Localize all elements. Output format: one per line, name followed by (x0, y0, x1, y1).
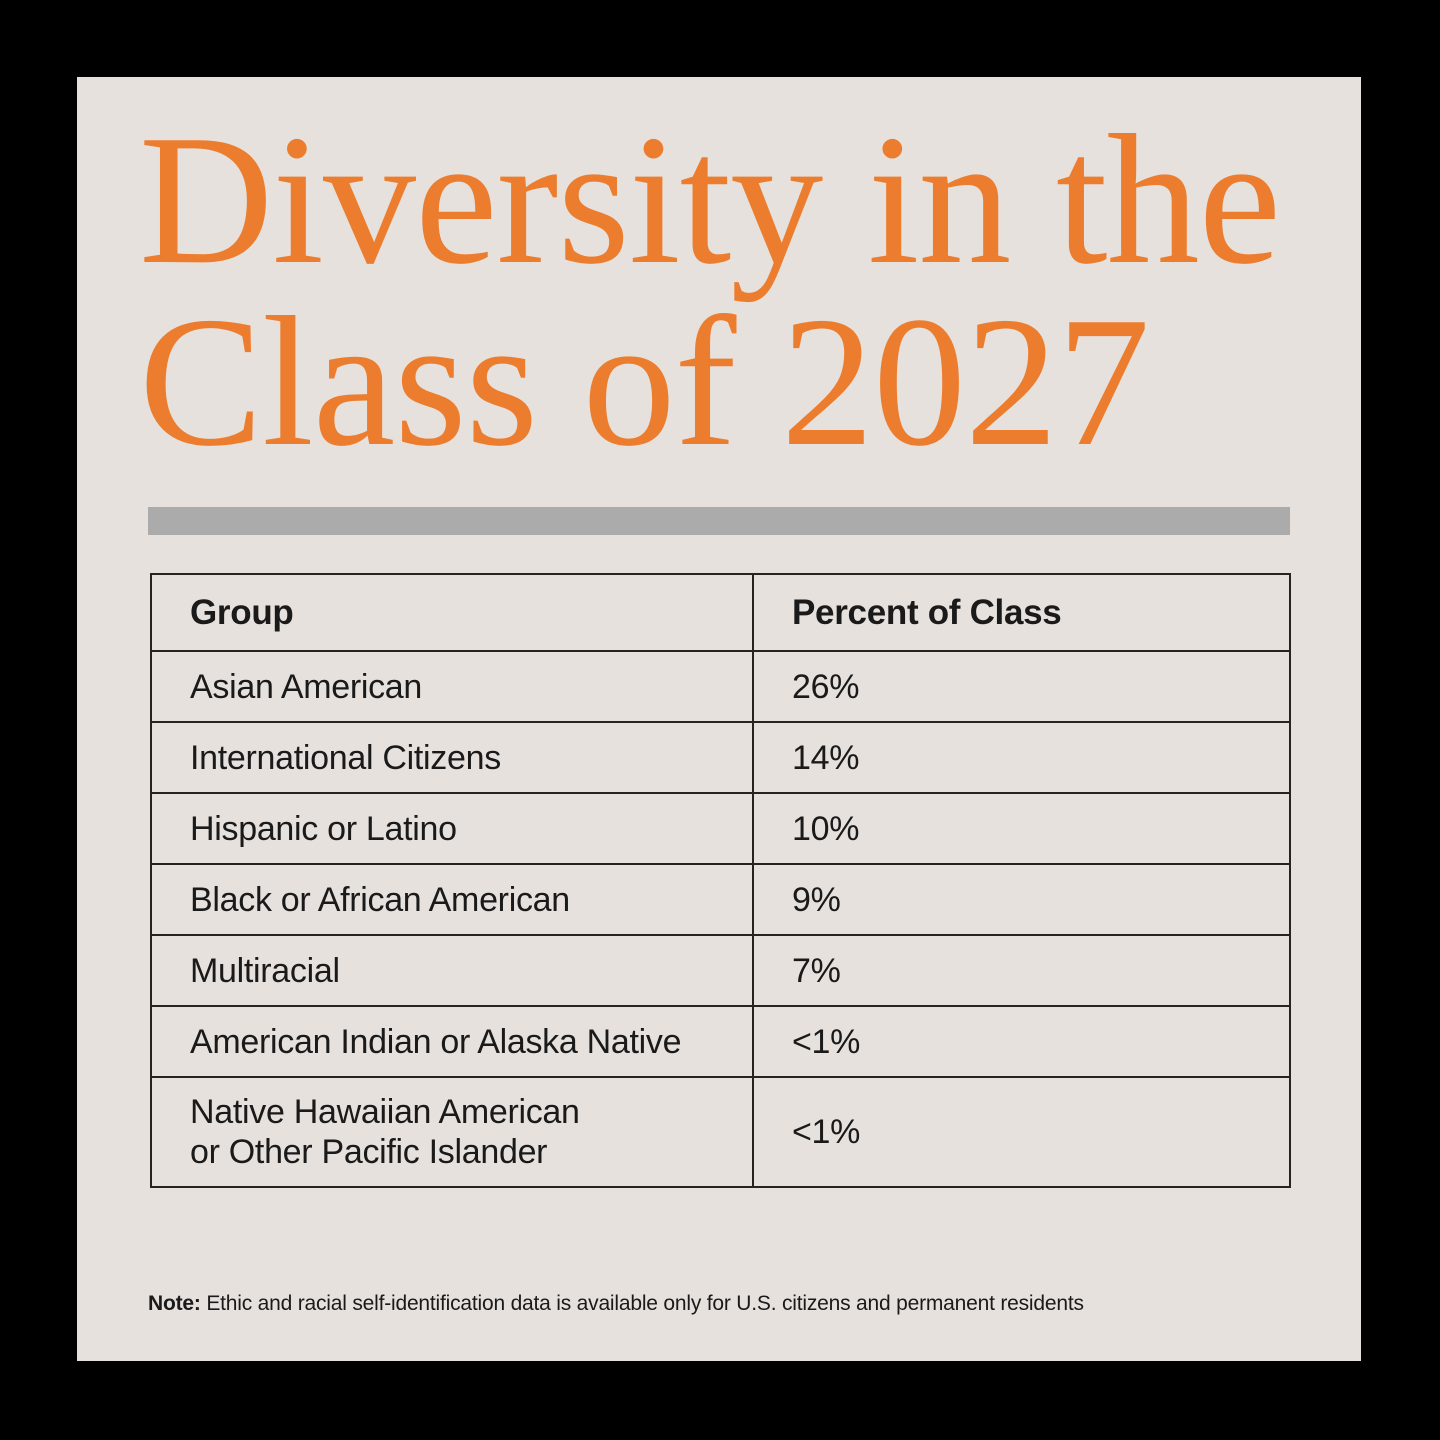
percent-cell: 14% (752, 721, 1291, 794)
infographic-panel: Diversity in the Class of 2027 Group Perc… (77, 77, 1361, 1361)
group-cell: Asian American (150, 650, 754, 723)
table-row: Black or African American 9% (150, 863, 1291, 936)
percent-cell: <1% (752, 1005, 1291, 1078)
table-header-row: Group Percent of Class (150, 573, 1291, 652)
table-row: International Citizens 14% (150, 721, 1291, 794)
diversity-table: Group Percent of Class Asian American 26… (150, 573, 1291, 1188)
page-title-line-2: Class of 2027 (139, 279, 1150, 485)
column-header-percent: Percent of Class (752, 573, 1291, 652)
group-cell: American Indian or Alaska Native (150, 1005, 754, 1078)
table-row: Multiracial 7% (150, 934, 1291, 1007)
percent-cell: 7% (752, 934, 1291, 1007)
page-title: Diversity in the Class of 2027 (139, 107, 1281, 475)
group-cell: Hispanic or Latino (150, 792, 754, 865)
percent-cell: 10% (752, 792, 1291, 865)
page-title-line-1: Diversity in the (139, 97, 1281, 303)
footnote-text: Ethic and racial self-identification dat… (206, 1292, 1084, 1315)
table-row: Asian American 26% (150, 650, 1291, 723)
group-cell: Black or African American (150, 863, 754, 936)
percent-cell: 9% (752, 863, 1291, 936)
percent-cell: 26% (752, 650, 1291, 723)
footnote: Note: Ethic and racial self-identificati… (148, 1292, 1084, 1316)
table-row: Native Hawaiian American or Other Pacifi… (150, 1076, 1291, 1188)
footnote-label: Note: (148, 1292, 201, 1315)
column-header-group: Group (150, 573, 754, 652)
table-row: Hispanic or Latino 10% (150, 792, 1291, 865)
divider-bar (148, 507, 1290, 535)
group-cell: International Citizens (150, 721, 754, 794)
table-row: American Indian or Alaska Native <1% (150, 1005, 1291, 1078)
percent-cell: <1% (752, 1076, 1291, 1188)
group-cell: Native Hawaiian American or Other Pacifi… (150, 1076, 754, 1188)
group-cell: Multiracial (150, 934, 754, 1007)
